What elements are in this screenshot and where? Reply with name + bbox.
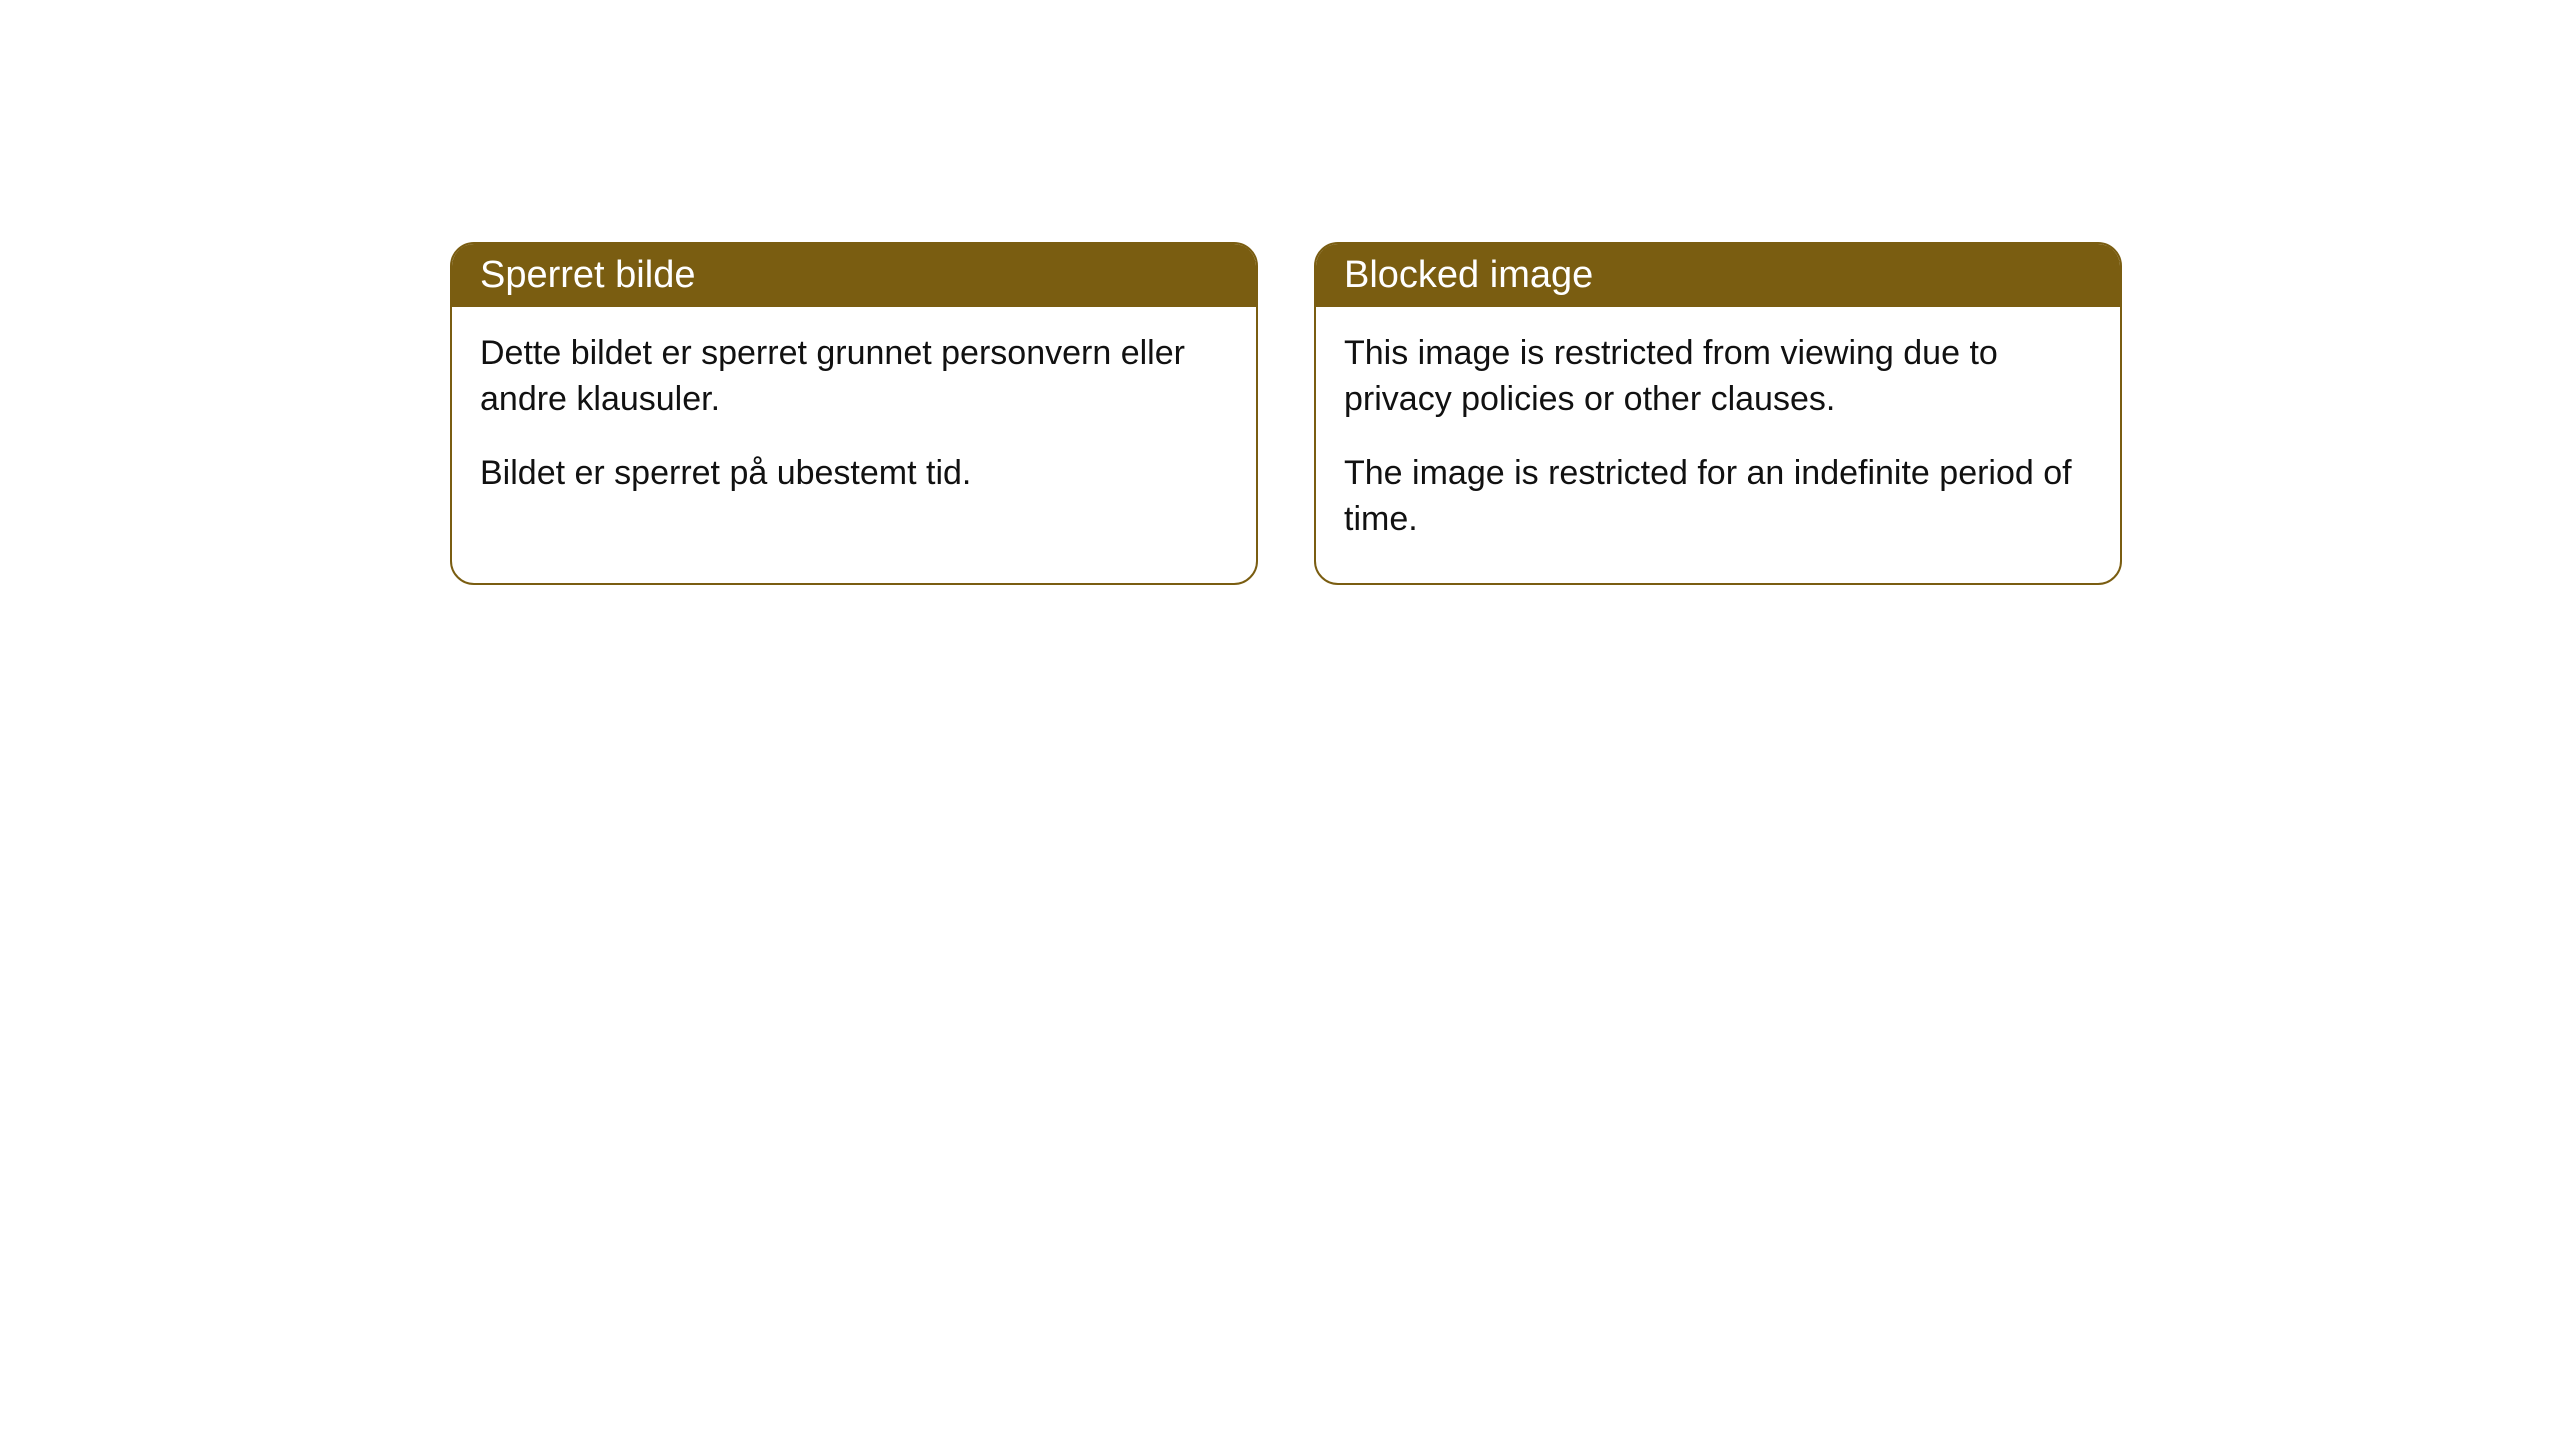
card-title: Sperret bilde [480,254,695,296]
card-paragraph: The image is restricted for an indefinit… [1344,451,2092,543]
card-body: This image is restricted from viewing du… [1316,307,2120,583]
card-paragraph: Bildet er sperret på ubestemt tid. [480,451,1228,497]
card-paragraph: This image is restricted from viewing du… [1344,331,2092,423]
notice-container: Sperret bilde Dette bildet er sperret gr… [450,242,2122,585]
card-title: Blocked image [1344,254,1593,296]
notice-card-english: Blocked image This image is restricted f… [1314,242,2122,585]
notice-card-norwegian: Sperret bilde Dette bildet er sperret gr… [450,242,1258,585]
card-paragraph: Dette bildet er sperret grunnet personve… [480,331,1228,423]
card-body: Dette bildet er sperret grunnet personve… [452,307,1256,537]
card-header: Sperret bilde [452,244,1256,307]
card-header: Blocked image [1316,244,2120,307]
